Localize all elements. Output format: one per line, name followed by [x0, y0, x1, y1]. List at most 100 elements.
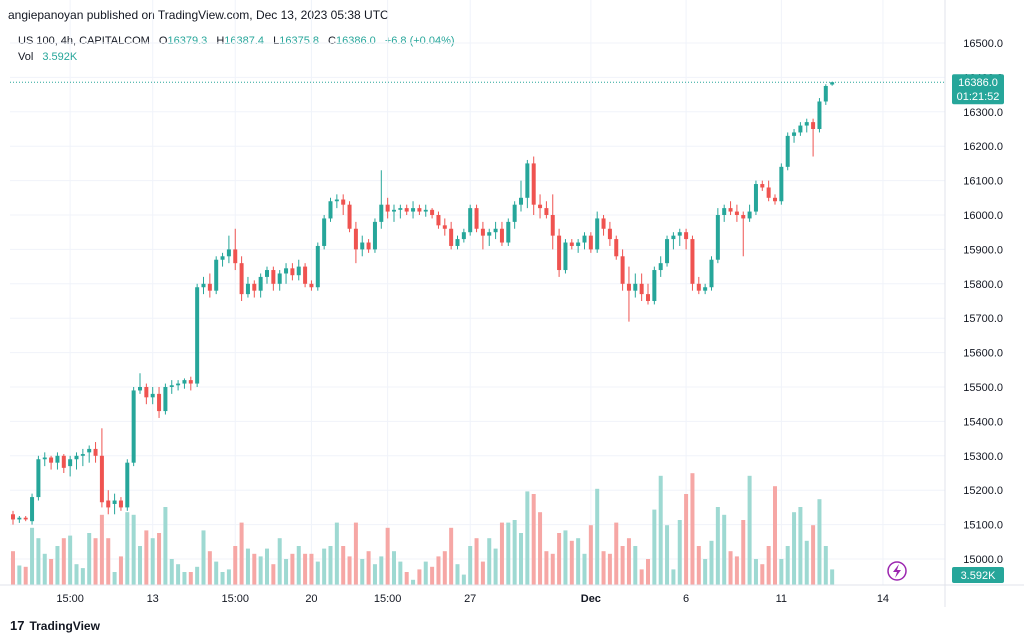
candle-body	[760, 184, 765, 188]
time-axis[interactable]: 15:00 13 15:00 20 15:00 27 Dec 6 11 14	[0, 584, 1024, 605]
volume-bar	[284, 559, 289, 585]
volume-bar	[366, 551, 371, 585]
volume-bar	[747, 475, 752, 585]
candle-body	[563, 242, 568, 271]
volume-bar	[696, 546, 701, 585]
volume-bar	[404, 572, 409, 585]
volume-bar	[36, 538, 41, 585]
candle-body	[182, 380, 187, 384]
volume-bar	[436, 556, 441, 585]
volume-label[interactable]: Vol	[18, 51, 34, 63]
candle-body	[112, 500, 117, 504]
volume-bar	[455, 564, 460, 585]
price-tick-label: 16000.0	[963, 210, 1003, 222]
price-tick-label: 15100.0	[963, 520, 1003, 532]
candle-body	[334, 199, 339, 202]
footer-brand[interactable]: 17 TradingView	[10, 618, 100, 633]
volume-bar	[626, 538, 631, 585]
price-axis[interactable]: 16500.016400.016300.016200.016100.016000…	[944, 0, 1003, 607]
volume-bar	[569, 540, 574, 585]
candle-body	[582, 235, 587, 243]
volume-bar	[315, 561, 320, 585]
candle-body	[17, 517, 22, 520]
candle-body	[23, 517, 28, 520]
volume-bar	[461, 574, 466, 585]
volume-tag-value: 3.592K	[961, 570, 997, 582]
candle-body	[626, 283, 631, 291]
volume-bar	[792, 512, 797, 585]
volume-bar	[385, 527, 390, 585]
volume-bar	[538, 512, 543, 585]
candle-body	[646, 294, 650, 301]
volume-bar	[487, 538, 492, 585]
volume-bar	[449, 527, 454, 585]
candle-body	[715, 215, 720, 260]
chart-legend: US 100, 4h, CAPITALCOM O16379.3 H16387.4…	[18, 33, 455, 65]
candle-body	[322, 218, 327, 246]
volume-bar	[74, 564, 79, 585]
candle-body	[372, 221, 377, 250]
candle-body	[30, 497, 35, 522]
candlesticks	[11, 81, 835, 525]
candle-body	[125, 462, 130, 508]
price-tick-label: 15500.0	[963, 382, 1003, 394]
candle-body	[411, 208, 416, 212]
volume-bar	[379, 556, 384, 585]
volume-bar	[182, 572, 187, 585]
volume-bar	[766, 546, 771, 585]
candle-body	[588, 235, 593, 250]
bar-countdown: 01:21:52	[957, 91, 1000, 103]
candle-body	[353, 228, 358, 250]
candle-body	[296, 266, 301, 276]
candle-body	[220, 256, 225, 260]
volume-bar	[607, 553, 612, 585]
ohlc-row: US 100, 4h, CAPITALCOM O16379.3 H16387.4…	[18, 33, 455, 49]
volume-bar	[519, 533, 523, 585]
volume-bar	[823, 546, 828, 585]
candle-body	[677, 232, 682, 236]
price-tick-label: 16500.0	[963, 38, 1003, 50]
candle-body	[709, 259, 714, 288]
volume-bar	[506, 522, 511, 585]
volume-bar	[703, 559, 708, 585]
candle-body	[620, 256, 625, 284]
symbol-label[interactable]: US 100, 4h, CAPITALCOM	[18, 35, 150, 47]
time-tick-label: 15:00	[374, 593, 402, 605]
candle-body	[328, 201, 333, 219]
volume-bar	[525, 491, 530, 585]
price-tick-label: 16200.0	[963, 141, 1003, 153]
volume-bar	[271, 564, 276, 585]
close-label: C	[328, 35, 336, 47]
volume-bar	[99, 514, 104, 585]
price-tick-label: 15600.0	[963, 348, 1003, 360]
candle-body	[658, 263, 663, 271]
candle-body	[49, 457, 54, 463]
price-tick-label: 15800.0	[963, 279, 1003, 291]
volume-bar	[442, 551, 447, 585]
volume-bar	[798, 507, 803, 585]
candle-body	[449, 228, 454, 246]
price-tick-label: 15400.0	[963, 416, 1003, 428]
volume-bar	[493, 548, 498, 585]
volume-bar	[157, 533, 162, 585]
last-price-value: 16386.0	[958, 77, 998, 89]
candle-body	[303, 266, 308, 284]
candle-body	[741, 215, 746, 219]
candle-body	[436, 215, 441, 226]
candle-body	[118, 500, 123, 508]
candle-body	[652, 270, 657, 301]
low-value: 16375.8	[279, 35, 319, 47]
volume-row: Vol 3.592K	[18, 49, 455, 65]
volume-bar	[296, 546, 301, 585]
candle-body	[798, 125, 803, 133]
volume-bar	[347, 556, 352, 585]
candle-body	[747, 211, 752, 219]
volume-bar	[80, 568, 85, 585]
volume-bar	[290, 553, 295, 585]
volume-bar	[42, 553, 47, 585]
volume-bar	[239, 522, 244, 585]
publisher-line: angiepanoyan published on TradingView.co…	[8, 8, 389, 22]
candle-body	[595, 218, 600, 250]
candle-body	[68, 459, 73, 467]
